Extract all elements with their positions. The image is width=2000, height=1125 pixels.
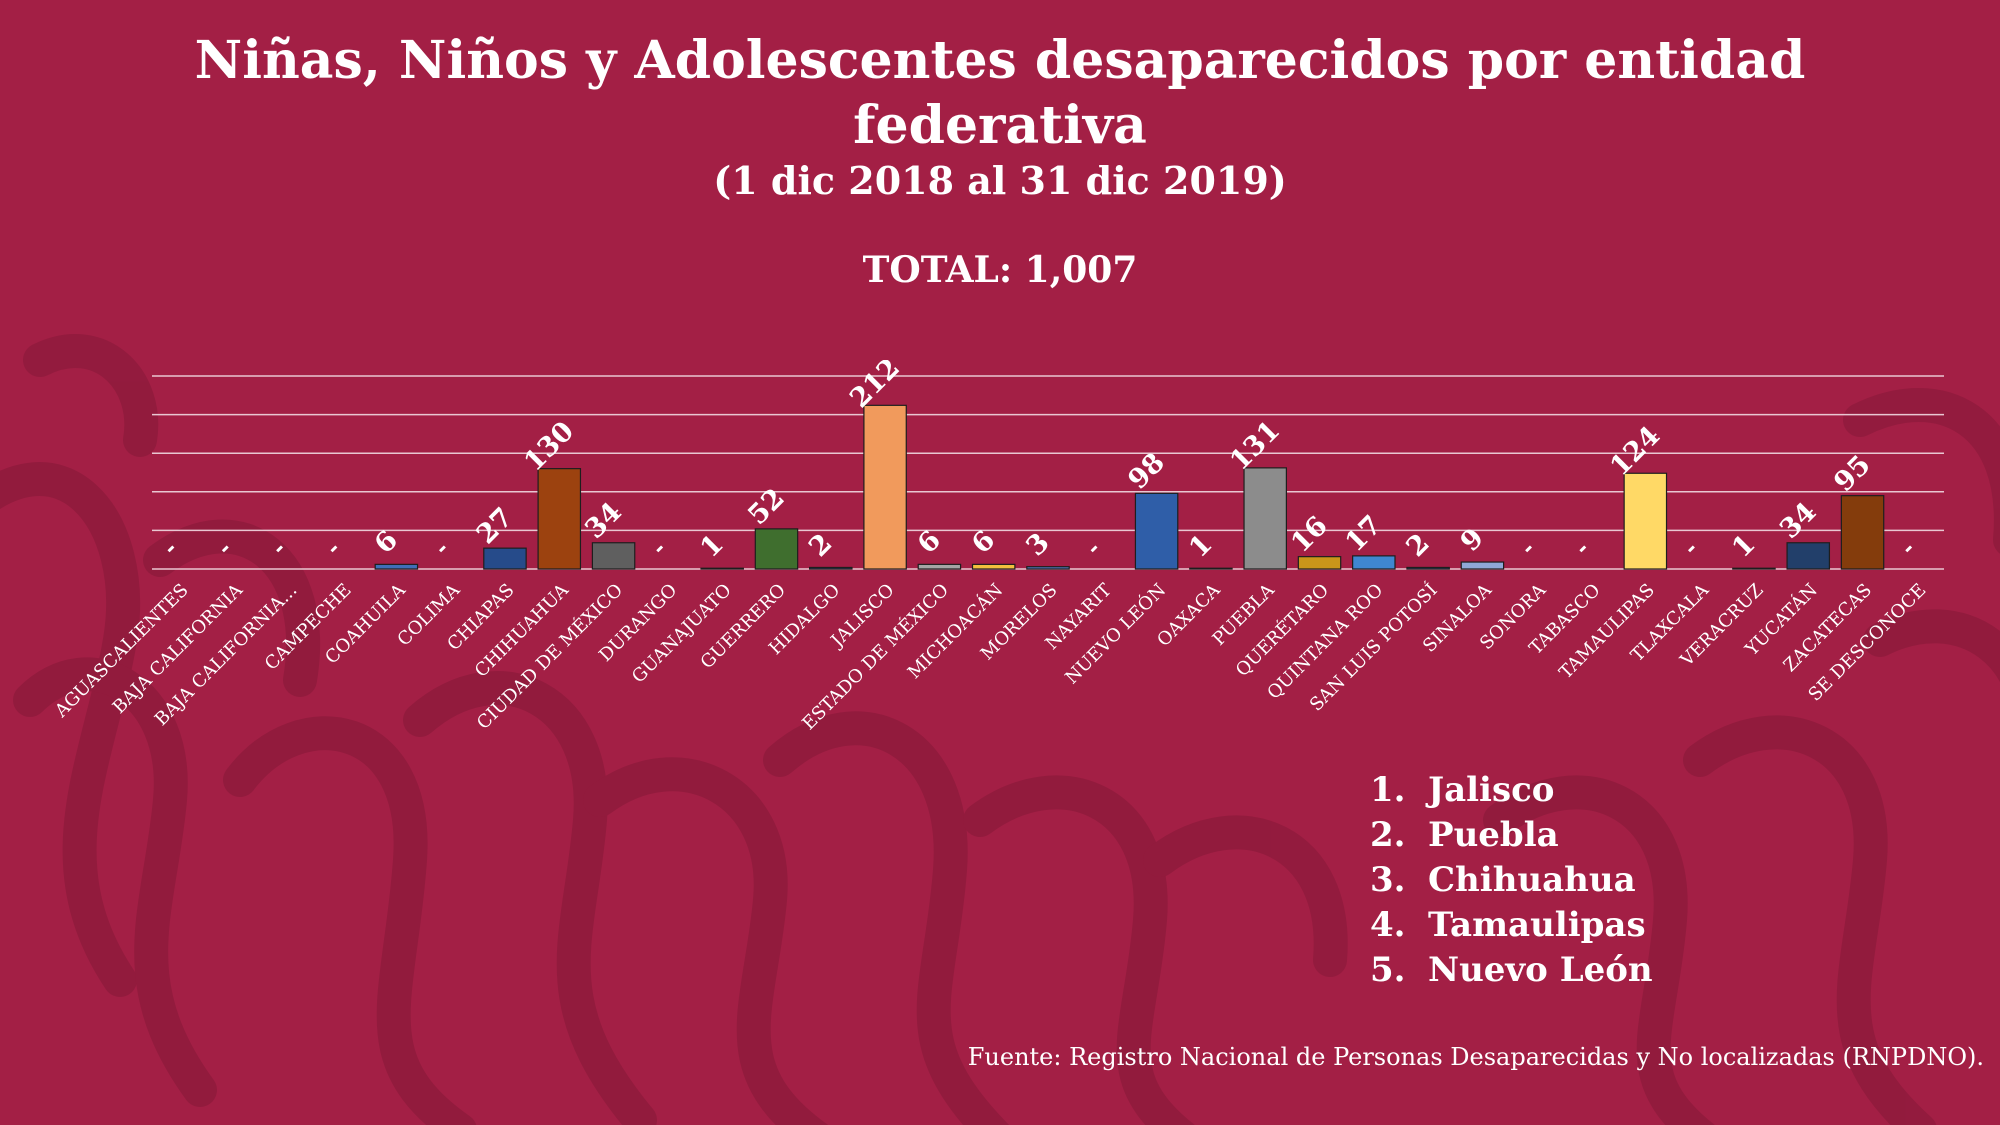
bar — [1297, 556, 1342, 570]
bar — [1026, 566, 1070, 570]
top-five-ranking: 1. Jalisco 2. Puebla 3. Chihuahua 4. Tamauli… — [1370, 768, 1653, 993]
data-label: - — [1081, 536, 1106, 561]
ranking-state: Jalisco — [1428, 770, 1555, 810]
bar — [809, 566, 853, 570]
ranking-item: 2. Puebla — [1370, 813, 1653, 858]
data-label: - — [1570, 536, 1595, 561]
ranking-item: 4. Tamaulipas — [1370, 903, 1653, 948]
data-label: - — [647, 536, 672, 561]
ranking-item: 3. Chihuahua — [1370, 858, 1653, 903]
ranking-state: Nuevo León — [1428, 950, 1653, 990]
data-label: 34 — [579, 496, 627, 544]
bar — [1623, 472, 1668, 570]
chart-title-line-1: Niñas, Niños y Adolescentes desaparecido… — [194, 30, 1806, 91]
data-label: 1 — [1726, 529, 1761, 564]
data-label: - — [321, 536, 346, 561]
bar — [1352, 555, 1396, 570]
x-tick-label: QUERÉTARO — [1230, 578, 1333, 681]
bar — [863, 404, 907, 570]
bar — [374, 563, 419, 570]
ranking-number: 4. — [1370, 905, 1406, 945]
bar — [1786, 542, 1831, 570]
bar — [1732, 567, 1776, 570]
ranking-state: Tamaulipas — [1428, 905, 1646, 945]
data-label: 2 — [803, 528, 838, 563]
bar-chart: -AGUASCALIENTES-BAJA CALIFORNIA-BAJA CAL… — [50, 360, 1944, 734]
bar — [1243, 467, 1287, 570]
data-label: - — [158, 536, 183, 561]
bar — [700, 567, 744, 570]
chart-subtitle: (1 dic 2018 al 31 dic 2019) — [713, 158, 1287, 203]
bar — [591, 542, 636, 570]
data-label: - — [266, 536, 291, 561]
ranking-number: 5. — [1370, 950, 1406, 990]
x-tick-label: CHIHUAHUA — [471, 579, 574, 682]
bar — [971, 563, 1016, 570]
ranking-number: 3. — [1370, 860, 1406, 900]
data-label: 9 — [1455, 522, 1490, 557]
source-note: Fuente: Registro Nacional de Personas De… — [967, 1043, 1984, 1071]
data-label: 98 — [1122, 447, 1170, 495]
data-label: - — [1895, 536, 1920, 561]
data-label: - — [1515, 536, 1540, 561]
bar — [1840, 495, 1885, 570]
bar — [1460, 561, 1505, 570]
ranking-state: Puebla — [1428, 815, 1559, 855]
ranking-item: 5. Nuevo León — [1370, 948, 1653, 993]
data-label: 3 — [1020, 527, 1055, 562]
data-label: 1 — [695, 529, 730, 564]
bar — [1406, 566, 1450, 570]
x-tick-label: GUANAJUATO — [628, 580, 736, 688]
data-label: 1 — [1183, 529, 1218, 564]
ranking-number: 2. — [1370, 815, 1406, 855]
data-label: 16 — [1285, 510, 1333, 558]
bar — [754, 528, 799, 570]
data-label: 27 — [471, 502, 519, 550]
bar — [917, 563, 962, 570]
data-label: 2 — [1401, 528, 1436, 563]
x-tick-label: TAMAULIPAS — [1555, 580, 1659, 684]
bar — [483, 547, 527, 570]
data-label: 17 — [1340, 510, 1388, 558]
chart-title-line-2: federativa — [853, 95, 1147, 156]
bar — [1134, 492, 1179, 570]
ranking-state: Chihuahua — [1428, 860, 1636, 900]
x-tick-label: MICHOACÁN — [902, 578, 1007, 683]
data-label: - — [1678, 536, 1703, 561]
ranking-item: 1. Jalisco — [1370, 768, 1653, 813]
total-label: TOTAL: 1,007 — [862, 249, 1138, 291]
bar — [1189, 567, 1233, 570]
data-label: 52 — [742, 483, 790, 531]
bar — [537, 468, 582, 570]
data-label: - — [429, 536, 454, 561]
data-label: - — [212, 536, 237, 561]
data-label: 95 — [1828, 449, 1876, 497]
ranking-number: 1. — [1370, 770, 1406, 810]
data-label: 34 — [1774, 496, 1822, 544]
